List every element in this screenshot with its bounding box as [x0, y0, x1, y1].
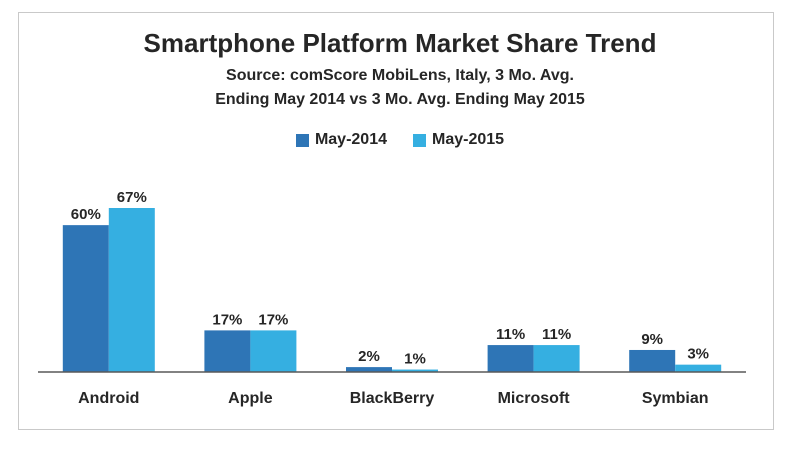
bar-blackberry-may-2014 — [346, 367, 392, 372]
value-label-symbian-may-2015: 3% — [687, 346, 709, 363]
value-label-blackberry-may-2015: 1% — [404, 351, 426, 368]
bar-blackberry-may-2015 — [392, 369, 438, 372]
category-label-blackberry: BlackBerry — [350, 390, 435, 407]
bar-apple-may-2014 — [204, 330, 251, 372]
category-label-android: Android — [78, 390, 139, 407]
value-label-microsoft-may-2015: 11% — [542, 326, 571, 343]
value-label-android-may-2015: 67% — [117, 189, 147, 206]
bar-microsoft-may-2015 — [533, 345, 580, 372]
bar-symbian-may-2015 — [675, 364, 722, 372]
legend-swatch-may-2015 — [413, 133, 426, 147]
bar-symbian-may-2014 — [629, 349, 676, 372]
legend-item-may-2015: May-2015 — [413, 131, 504, 149]
chart-subtitle: Source: comScore MobiLens, Italy, 3 Mo. … — [215, 67, 585, 108]
legend-label-may-2014: May-2014 — [314, 131, 387, 148]
category-label-symbian: Symbian — [642, 390, 709, 407]
value-label-symbian-may-2014: 9% — [641, 331, 663, 348]
legend-swatch-may-2014 — [295, 133, 309, 147]
category-label-microsoft: Microsoft — [498, 390, 571, 407]
value-label-apple-may-2015: 17% — [258, 311, 288, 328]
legend-label-may-2015: May-2015 — [432, 131, 505, 148]
value-label-microsoft-may-2014: 11% — [496, 326, 525, 343]
chart-title: Smartphone Platform Market Share Trend — [143, 28, 657, 58]
bar-apple-may-2015 — [250, 330, 297, 372]
bar-microsoft-may-2014 — [487, 345, 534, 372]
value-label-android-may-2014: 60% — [71, 206, 101, 223]
value-label-apple-may-2014: 17% — [212, 311, 242, 328]
value-label-blackberry-may-2014: 2% — [358, 348, 380, 365]
category-label-apple: Apple — [228, 390, 273, 407]
bar-android-may-2014 — [62, 225, 109, 372]
bar-android-may-2015 — [108, 208, 155, 372]
legend-item-may-2014: May-2014 — [295, 131, 387, 149]
chart-legend: May-2014 May-2015 — [0, 131, 800, 149]
